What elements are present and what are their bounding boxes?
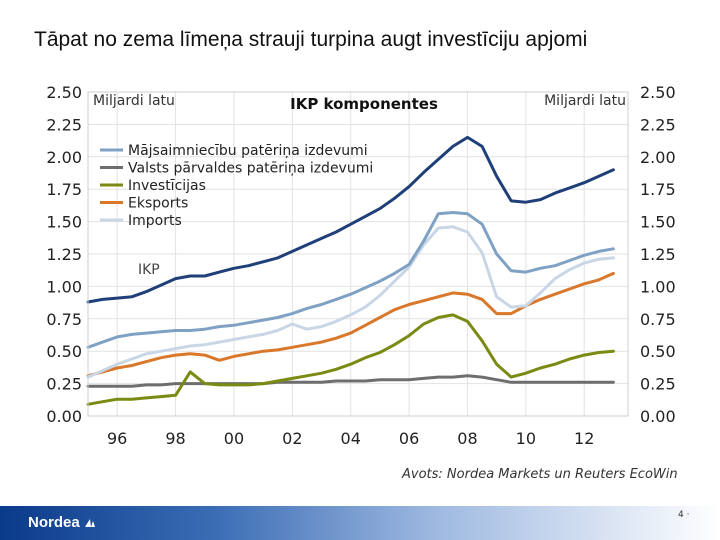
legend-label-exports: Eksports: [128, 196, 188, 212]
y-tick-label-right: 2.00: [640, 148, 676, 167]
x-tick-label: 10: [516, 429, 536, 448]
x-tick-label: 06: [399, 429, 419, 448]
legend-label-imports: Imports: [128, 213, 182, 229]
y-tick-label-right: 1.75: [640, 180, 676, 199]
y-tick-label-left: 2.25: [46, 115, 82, 134]
footer-bar: [0, 506, 720, 540]
legend-label-government: Valsts pārvaldes patēriņa izdevumi: [128, 161, 373, 177]
series-line-households: [86, 211, 615, 349]
x-tick-label: 08: [457, 429, 477, 448]
y-tick-label-left: 2.00: [46, 148, 82, 167]
y-tick-label-right: 1.50: [640, 213, 676, 232]
y-tick-label-right: 1.25: [640, 245, 676, 264]
page-number: 4 ·: [678, 510, 690, 520]
y-tick-label-left: 2.50: [46, 83, 82, 102]
nordea-logo: Nordea: [28, 514, 96, 531]
y-tick-label-right: 0.75: [640, 310, 676, 329]
source-note: Avots: Nordea Markets un Reuters EcoWin: [402, 467, 678, 482]
legend-label-households: Mājsaimniecību patēriņa izdevumi: [128, 143, 368, 159]
y-tick-label-right: 0.00: [640, 407, 676, 426]
y-tick-label-right: 0.50: [640, 342, 676, 361]
series-line-investment: [86, 313, 615, 406]
series-line-imports: [86, 225, 615, 379]
x-tick-label: 12: [574, 429, 594, 448]
nordea-logo-text: Nordea: [28, 514, 80, 531]
y-tick-label-left: 0.75: [46, 310, 82, 329]
gdp-annotation-label: IKP: [138, 262, 160, 278]
y-tick-label-right: 2.50: [640, 83, 676, 102]
y-tick-label-left: 1.50: [46, 213, 82, 232]
chart-series: [86, 135, 615, 406]
series-line-government: [86, 374, 615, 388]
y-tick-label-right: 2.25: [640, 115, 676, 134]
y-tick-label-left: 0.50: [46, 342, 82, 361]
x-tick-label: 96: [107, 429, 127, 448]
y-tick-label-left: 0.25: [46, 375, 82, 394]
chart-ticks: 0.00 0.00 0.25 0.25 0.50 0.50 0.75 0.75 1.00 1.00…: [46, 83, 675, 448]
x-tick-label: 98: [165, 429, 185, 448]
gdp-components-chart: 0.00 0.00 0.25 0.25 0.50 0.50 0.75 0.75 1.00 1.00…: [46, 83, 675, 448]
y-tick-label-left: 1.25: [46, 245, 82, 264]
x-tick-label: 02: [282, 429, 302, 448]
y-tick-label-left: 1.75: [46, 180, 82, 199]
x-tick-label: 00: [224, 429, 244, 448]
x-tick-label: 04: [341, 429, 361, 448]
y-tick-label-left: 1.00: [46, 277, 82, 296]
y-tick-label-right: 1.00: [640, 277, 676, 296]
y-tick-label-right: 0.25: [640, 375, 676, 394]
legend-label-investment: Investīcijas: [128, 178, 206, 194]
chart-title: IKP komponentes: [290, 95, 438, 113]
y-axis-label-right: Miljardi latu: [544, 93, 626, 109]
plot-area-border: [87, 91, 629, 417]
y-tick-label-left: 0.00: [46, 407, 82, 426]
series-line-gdp: [86, 135, 615, 304]
chart-legend: Mājsaimniecību patēriņa izdevumi Valsts p…: [100, 143, 373, 229]
nordea-sail-icon: [84, 518, 95, 527]
y-axis-label-left: Miljardi latu: [93, 93, 175, 109]
slide-title: Tāpat no zema līmeņa strauji turpina aug…: [34, 28, 588, 51]
